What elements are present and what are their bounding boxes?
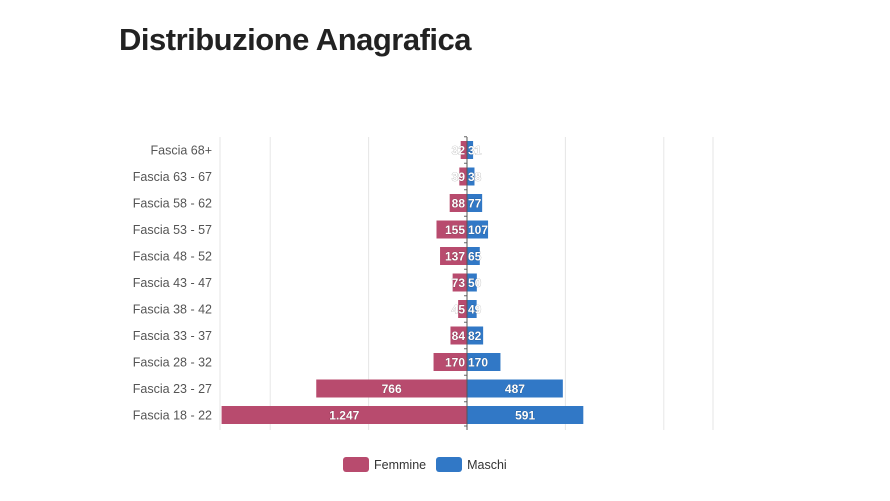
bar-femmine[interactable] (458, 300, 467, 318)
value-label-femmine: 155 (445, 223, 465, 237)
value-label-femmine: 88 (452, 197, 466, 211)
bar-maschi[interactable] (467, 353, 501, 371)
chart-title: Distribuzione Anagrafica (119, 22, 472, 57)
bar-femmine[interactable] (450, 326, 467, 345)
bar-femmine[interactable] (440, 247, 467, 265)
category-label: Fascia 58 - 62 (133, 197, 212, 211)
category-label: Fascia 23 - 27 (133, 382, 212, 396)
value-label-femmine: 45 (452, 303, 466, 317)
bars (221, 141, 584, 424)
value-label-femmine: 766 (382, 382, 402, 396)
bar-maschi[interactable] (467, 194, 483, 212)
value-label-femmine: 84 (452, 329, 466, 343)
bar-maschi[interactable] (467, 406, 584, 424)
legend-swatch-femmine (343, 457, 369, 472)
value-label-maschi: 49 (468, 303, 482, 317)
category-label: Fascia 68+ (151, 144, 213, 158)
category-label: Fascia 33 - 37 (133, 329, 212, 343)
bar-femmine[interactable] (316, 379, 467, 398)
value-label-maschi: 591 (515, 409, 535, 423)
category-label: Fascia 28 - 32 (133, 356, 212, 370)
legend-item-femmine[interactable]: Femmine (343, 457, 426, 472)
category-label: Fascia 38 - 42 (133, 303, 212, 317)
value-label-maschi: 487 (505, 382, 525, 396)
legend: Femmine Maschi (343, 457, 509, 472)
value-label-femmine: 39 (452, 170, 466, 184)
value-label-maschi: 65 (468, 250, 482, 264)
value-label-maschi: 38 (468, 170, 482, 184)
bar-femmine[interactable] (460, 141, 467, 159)
center-axis (464, 136, 468, 430)
value-label-femmine: 1.247 (329, 409, 359, 423)
bar-maschi[interactable] (467, 326, 484, 345)
bar-maschi[interactable] (467, 273, 477, 292)
category-label: Fascia 63 - 67 (133, 170, 212, 184)
bar-femmine[interactable] (459, 167, 467, 186)
bar-maschi[interactable] (467, 379, 563, 398)
value-label-femmine: 170 (445, 356, 465, 370)
category-label: Fascia 53 - 57 (133, 223, 212, 237)
pyramid-chart: Fascia 68+ Fascia 63 - 67 Fascia 58 - 62 Fa… (133, 136, 714, 430)
value-label-maschi: 31 (468, 144, 482, 158)
bar-femmine[interactable] (452, 273, 467, 292)
bar-femmine[interactable] (221, 406, 467, 424)
value-label-maschi: 170 (468, 356, 488, 370)
value-label-femmine: 73 (452, 276, 466, 290)
category-labels: Fascia 68+ Fascia 63 - 67 Fascia 58 - 62 Fa… (133, 144, 212, 423)
value-label-maschi: 77 (468, 197, 482, 211)
category-label: Fascia 43 - 47 (133, 276, 212, 290)
legend-item-maschi[interactable]: Maschi (436, 457, 507, 472)
bar-maschi[interactable] (467, 220, 489, 239)
category-label: Fascia 18 - 22 (133, 409, 212, 423)
value-label-femmine: 137 (445, 250, 465, 264)
bar-femmine[interactable] (433, 353, 467, 371)
value-label-femmine: 32 (452, 144, 466, 158)
value-label-maschi: 50 (468, 276, 482, 290)
bar-femmine[interactable] (436, 220, 467, 239)
bar-maschi[interactable] (467, 247, 480, 265)
bar-maschi[interactable] (467, 167, 475, 186)
bar-femmine[interactable] (449, 194, 467, 212)
category-label: Fascia 48 - 52 (133, 250, 212, 264)
legend-label-maschi: Maschi (467, 457, 507, 472)
legend-swatch-maschi (436, 457, 463, 472)
bar-maschi[interactable] (467, 141, 474, 159)
legend-label-femmine: Femmine (374, 457, 427, 472)
value-label-maschi: 107 (468, 223, 488, 237)
bar-maschi[interactable] (467, 300, 477, 318)
value-label-maschi: 82 (468, 329, 482, 343)
